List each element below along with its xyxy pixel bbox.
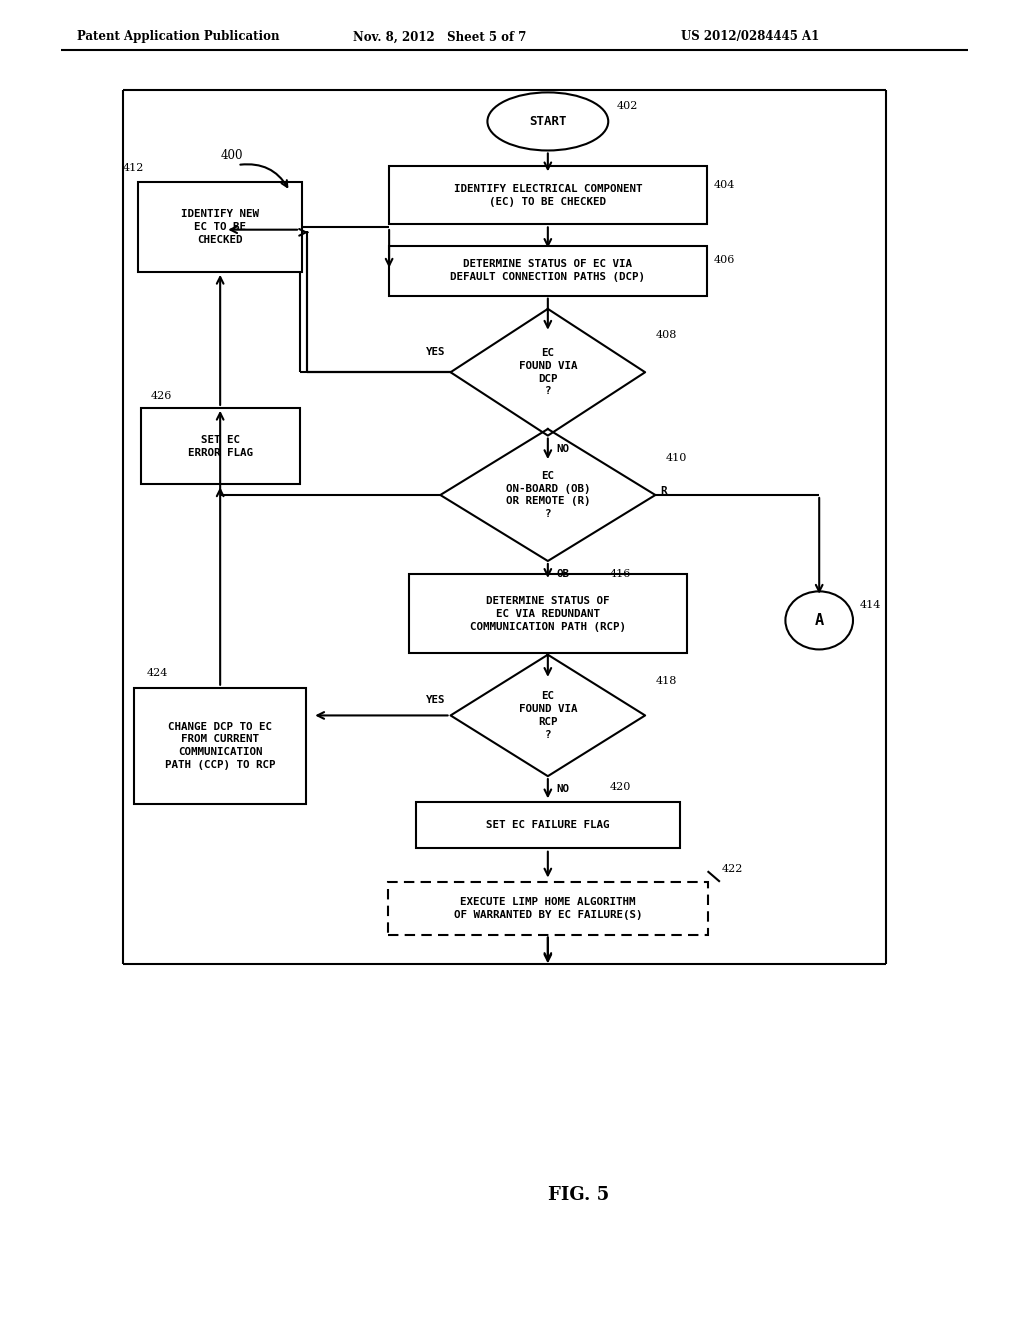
Text: A: A [815, 612, 823, 628]
Text: IDENTIFY ELECTRICAL COMPONENT
(EC) TO BE CHECKED: IDENTIFY ELECTRICAL COMPONENT (EC) TO BE… [454, 183, 642, 207]
Text: SET EC FAILURE FLAG: SET EC FAILURE FLAG [486, 820, 609, 830]
Text: 406: 406 [714, 255, 735, 265]
Text: 420: 420 [609, 781, 631, 792]
Text: START: START [529, 115, 566, 128]
Text: EC
ON-BOARD (OB)
OR REMOTE (R)
?: EC ON-BOARD (OB) OR REMOTE (R) ? [506, 471, 590, 519]
Text: CHANGE DCP TO EC
FROM CURRENT
COMMUNICATION
PATH (CCP) TO RCP: CHANGE DCP TO EC FROM CURRENT COMMUNICAT… [165, 722, 275, 770]
Text: NO: NO [556, 444, 569, 454]
Text: NO: NO [556, 784, 569, 795]
Bar [416, 803, 680, 849]
Text: OB: OB [556, 569, 569, 579]
Bar [388, 882, 708, 935]
Text: DETERMINE STATUS OF EC VIA
DEFAULT CONNECTION PATHS (DCP): DETERMINE STATUS OF EC VIA DEFAULT CONNE… [451, 259, 645, 282]
Bar [138, 182, 302, 272]
Text: 410: 410 [666, 453, 687, 463]
Text: EXECUTE LIMP HOME ALGORITHM
OF WARRANTED BY EC FAILURE(S): EXECUTE LIMP HOME ALGORITHM OF WARRANTED… [454, 896, 642, 920]
Ellipse shape [785, 591, 853, 649]
Text: 416: 416 [609, 569, 631, 579]
Text: Nov. 8, 2012   Sheet 5 of 7: Nov. 8, 2012 Sheet 5 of 7 [353, 30, 526, 44]
Text: 424: 424 [146, 668, 168, 678]
Text: 408: 408 [655, 330, 677, 341]
Bar [134, 688, 306, 804]
Text: 402: 402 [616, 100, 638, 111]
Bar [141, 408, 299, 484]
Text: 414: 414 [860, 599, 882, 610]
Bar [409, 574, 687, 653]
Bar [389, 166, 707, 224]
Text: 412: 412 [123, 162, 144, 173]
Text: YES: YES [426, 694, 445, 705]
Bar [389, 246, 707, 296]
Ellipse shape [487, 92, 608, 150]
Text: DETERMINE STATUS OF
EC VIA REDUNDANT
COMMUNICATION PATH (RCP): DETERMINE STATUS OF EC VIA REDUNDANT COM… [470, 597, 626, 631]
Text: 426: 426 [151, 391, 172, 401]
Text: 404: 404 [714, 180, 735, 190]
Text: IDENTIFY NEW
EC TO BE
CHECKED: IDENTIFY NEW EC TO BE CHECKED [181, 210, 259, 244]
Text: US 2012/0284445 A1: US 2012/0284445 A1 [681, 30, 819, 44]
Text: SET EC
ERROR FLAG: SET EC ERROR FLAG [187, 434, 253, 458]
Text: YES: YES [426, 347, 445, 358]
Text: EC
FOUND VIA
RCP
?: EC FOUND VIA RCP ? [518, 692, 578, 739]
Text: Patent Application Publication: Patent Application Publication [77, 30, 280, 44]
Text: 400: 400 [220, 149, 243, 162]
Text: R: R [660, 486, 667, 496]
Text: 418: 418 [655, 676, 677, 686]
Text: FIG. 5: FIG. 5 [548, 1185, 609, 1204]
Text: EC
FOUND VIA
DCP
?: EC FOUND VIA DCP ? [518, 348, 578, 396]
Text: 422: 422 [722, 863, 743, 874]
